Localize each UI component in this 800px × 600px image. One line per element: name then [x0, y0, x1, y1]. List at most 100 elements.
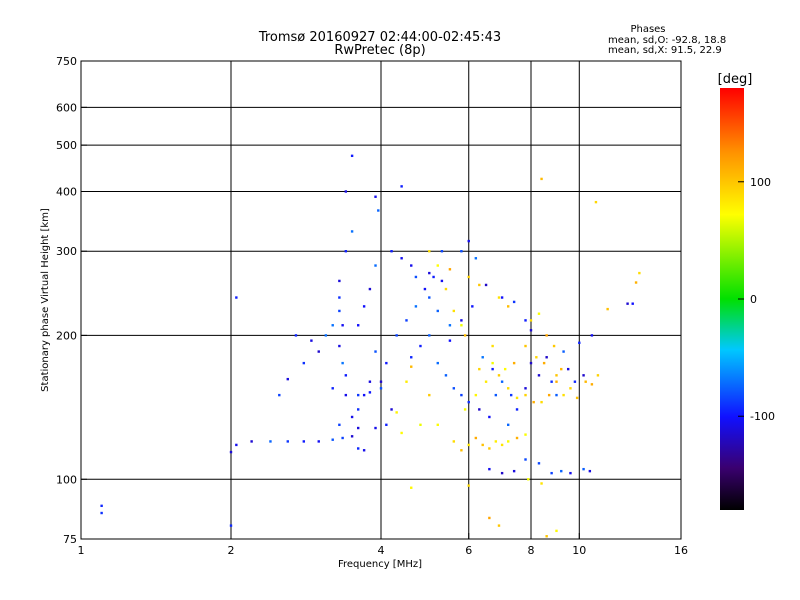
data-point [448, 324, 452, 327]
data-point [341, 361, 344, 365]
data-point [460, 319, 463, 322]
data-point [524, 433, 527, 436]
data-point [606, 307, 609, 311]
data-point [524, 344, 527, 348]
data-point [385, 423, 388, 427]
x-tick-label: 2 [228, 544, 235, 557]
data-point [582, 374, 585, 377]
y-tick-label: 400 [56, 185, 77, 198]
data-point [545, 334, 548, 337]
chart-subtitle: RwPretec (8p) [334, 43, 425, 58]
data-point [555, 374, 558, 377]
data-point [269, 440, 272, 443]
data-point [344, 393, 348, 397]
data-point [331, 387, 334, 390]
data-point [362, 449, 366, 452]
data-point [562, 350, 565, 353]
data-point [310, 339, 313, 342]
data-point [410, 264, 413, 267]
data-point [428, 334, 431, 337]
data-point [344, 250, 348, 253]
data-point [410, 365, 413, 368]
data-point [626, 302, 629, 305]
data-point [100, 504, 103, 508]
data-point [524, 458, 527, 461]
y-tick-label: 200 [56, 329, 77, 342]
x-axis-label: Frequency [MHz] [338, 559, 422, 570]
data-point [494, 440, 498, 443]
data-point [356, 426, 360, 430]
data-point [590, 334, 594, 337]
data-point [452, 387, 456, 390]
data-point [278, 393, 281, 397]
data-point [428, 271, 431, 275]
data-point [400, 257, 403, 260]
data-point [524, 393, 527, 397]
data-point [448, 339, 452, 342]
data-point [400, 185, 403, 188]
data-point [374, 350, 377, 353]
x-tick-label: 1 [78, 544, 85, 557]
data-point [550, 380, 553, 383]
data-point [535, 356, 538, 359]
data-point [542, 361, 546, 365]
data-point [356, 408, 360, 411]
x-tick-label: 6 [465, 544, 472, 557]
data-point [506, 440, 510, 443]
data-point [428, 250, 431, 253]
data-point [436, 423, 439, 427]
data-point [471, 305, 474, 308]
data-point [235, 296, 238, 299]
data-point [100, 511, 103, 515]
colorbar-tick-label: 0 [750, 293, 757, 306]
data-point [440, 279, 444, 283]
data-point [379, 380, 383, 383]
data-point [395, 334, 398, 337]
data-point [331, 438, 334, 441]
data-point [362, 305, 366, 308]
data-point [512, 361, 516, 365]
data-point [460, 393, 463, 397]
data-point [506, 387, 510, 390]
data-point [578, 341, 581, 344]
data-point [562, 393, 565, 397]
data-point [478, 408, 481, 411]
y-tick-label: 500 [56, 139, 77, 152]
data-point [484, 283, 488, 287]
x-tick-label: 16 [674, 544, 688, 557]
data-point [481, 443, 484, 447]
data-point [540, 400, 543, 404]
data-point [560, 367, 563, 371]
data-point [467, 275, 470, 279]
data-point [444, 374, 448, 377]
data-point [419, 344, 422, 348]
colorbar-ticks: 100 0 -100 [738, 176, 775, 423]
data-point [555, 529, 558, 533]
data-point [494, 393, 498, 397]
data-point [566, 367, 570, 371]
data-point [512, 300, 516, 304]
data-point [338, 279, 341, 283]
data-point [374, 264, 377, 267]
data-point [428, 393, 431, 397]
colorbar-label: [deg] [718, 72, 753, 87]
data-point [410, 356, 413, 359]
data-point [500, 471, 504, 475]
data-point [452, 309, 456, 313]
data-point [405, 380, 408, 383]
x-tick-label: 4 [378, 544, 385, 557]
data-point [414, 275, 418, 279]
x-tick-label: 8 [528, 544, 535, 557]
data-point [506, 305, 510, 308]
chart-title: Tromsø 20160927 02:44:00-02:45:43 [258, 30, 501, 45]
data-point [368, 380, 372, 383]
data-point [594, 200, 598, 204]
data-point [341, 436, 344, 440]
data-point [463, 408, 467, 411]
data-point [302, 361, 306, 365]
data-point [537, 374, 541, 377]
data-point [575, 396, 579, 400]
data-point [515, 396, 519, 400]
data-point [573, 380, 577, 383]
data-point [474, 393, 478, 397]
